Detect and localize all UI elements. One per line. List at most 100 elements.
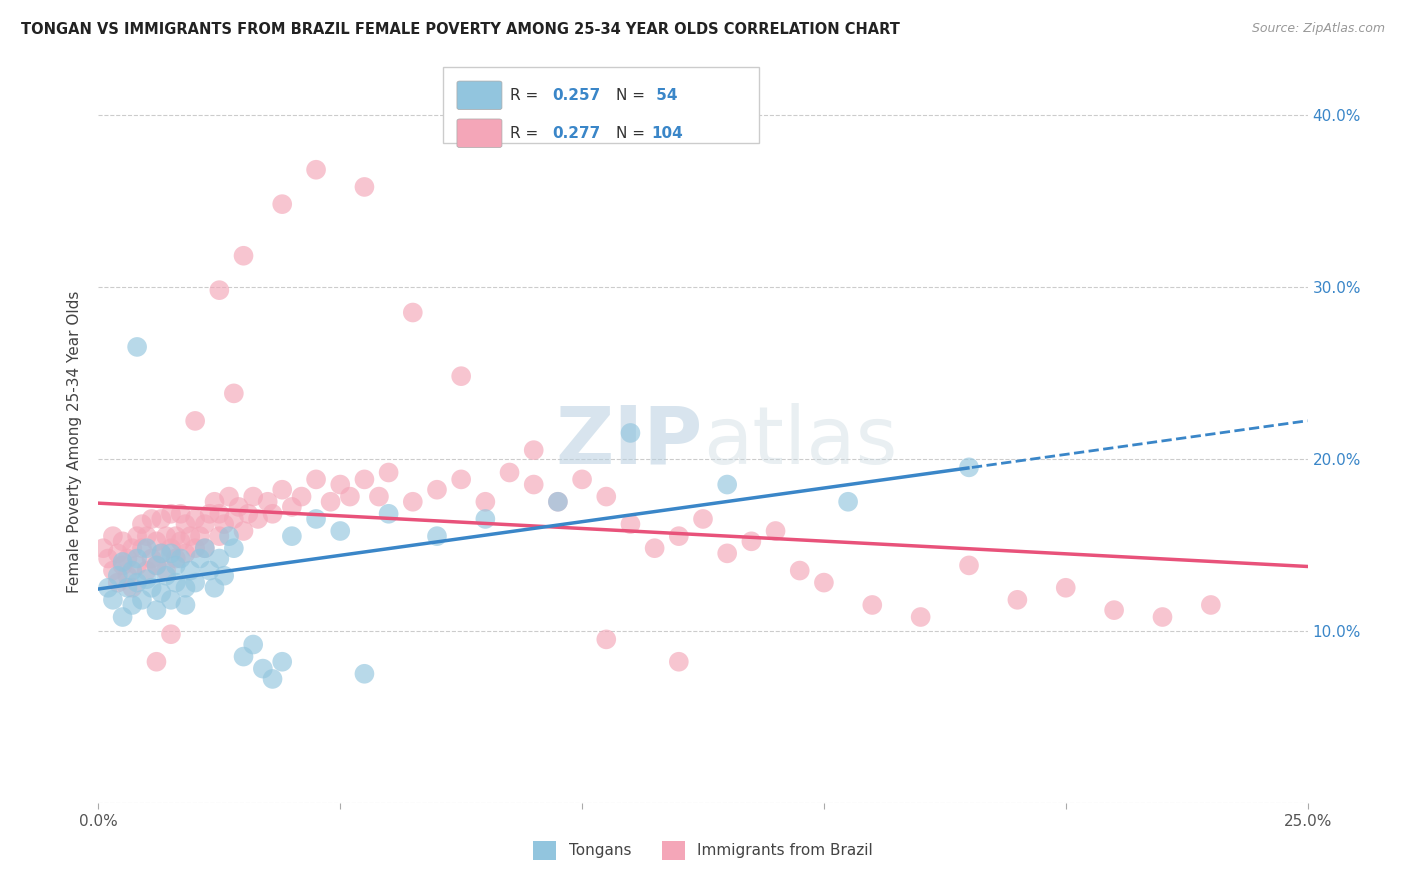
Point — [160, 592, 183, 607]
Point — [252, 662, 274, 676]
Point — [101, 529, 124, 543]
Point — [238, 507, 260, 521]
Point — [668, 655, 690, 669]
Point — [155, 564, 177, 578]
Point — [1054, 581, 1077, 595]
Point — [368, 490, 391, 504]
Point — [426, 483, 449, 497]
Point — [97, 581, 120, 595]
Point — [155, 568, 177, 582]
Point — [644, 541, 666, 556]
Point — [208, 529, 231, 543]
Point — [353, 180, 375, 194]
Point — [117, 581, 139, 595]
Point — [402, 305, 425, 319]
Point — [145, 655, 167, 669]
Point — [101, 564, 124, 578]
Point — [242, 638, 264, 652]
Point — [222, 386, 245, 401]
Point — [212, 517, 235, 532]
Point — [208, 283, 231, 297]
Point — [184, 512, 207, 526]
Point — [910, 610, 932, 624]
Point — [150, 586, 173, 600]
Legend: Tongans, Immigrants from Brazil: Tongans, Immigrants from Brazil — [526, 833, 880, 867]
Point — [135, 541, 157, 556]
Point — [619, 425, 641, 440]
Point — [571, 472, 593, 486]
Text: N =: N = — [616, 126, 650, 141]
Text: 54: 54 — [651, 87, 678, 103]
Point — [208, 507, 231, 521]
Point — [281, 500, 304, 514]
Point — [91, 541, 114, 556]
Point — [290, 490, 312, 504]
Point — [141, 581, 163, 595]
Point — [150, 512, 173, 526]
Point — [184, 541, 207, 556]
Point — [305, 472, 328, 486]
Point — [740, 534, 762, 549]
Point — [1152, 610, 1174, 624]
Point — [402, 494, 425, 508]
Point — [121, 564, 143, 578]
Point — [111, 534, 134, 549]
Point — [174, 546, 197, 560]
Point — [212, 568, 235, 582]
Text: N =: N = — [616, 87, 650, 103]
Point — [188, 529, 211, 543]
Point — [232, 649, 254, 664]
Point — [135, 564, 157, 578]
Point — [329, 477, 352, 491]
Point — [150, 546, 173, 560]
Point — [188, 551, 211, 566]
Point — [319, 494, 342, 508]
Point — [165, 558, 187, 573]
Point — [160, 507, 183, 521]
Point — [305, 162, 328, 177]
Point — [141, 551, 163, 566]
Point — [813, 575, 835, 590]
Point — [1199, 598, 1222, 612]
Point — [232, 524, 254, 538]
Point — [131, 517, 153, 532]
Text: ZIP: ZIP — [555, 402, 703, 481]
Point — [247, 512, 270, 526]
Point — [107, 546, 129, 560]
Point — [1102, 603, 1125, 617]
Point — [222, 541, 245, 556]
Point — [218, 490, 240, 504]
Text: atlas: atlas — [703, 402, 897, 481]
Point — [329, 524, 352, 538]
Point — [222, 512, 245, 526]
Point — [165, 551, 187, 566]
Point — [232, 249, 254, 263]
Text: 0.257: 0.257 — [553, 87, 600, 103]
Point — [353, 666, 375, 681]
Point — [155, 529, 177, 543]
Point — [145, 534, 167, 549]
Point — [117, 551, 139, 566]
Point — [474, 494, 496, 508]
Point — [141, 512, 163, 526]
Point — [131, 592, 153, 607]
Point — [271, 655, 294, 669]
Point — [145, 558, 167, 573]
Point — [121, 581, 143, 595]
Point — [179, 564, 201, 578]
Text: 0.277: 0.277 — [553, 126, 600, 141]
Text: TONGAN VS IMMIGRANTS FROM BRAZIL FEMALE POVERTY AMONG 25-34 YEAR OLDS CORRELATIO: TONGAN VS IMMIGRANTS FROM BRAZIL FEMALE … — [21, 22, 900, 37]
Point — [145, 603, 167, 617]
Point — [179, 529, 201, 543]
Point — [450, 369, 472, 384]
Point — [121, 541, 143, 556]
Point — [353, 472, 375, 486]
Point — [523, 477, 546, 491]
Point — [111, 555, 134, 569]
Point — [498, 466, 520, 480]
Point — [135, 529, 157, 543]
Point — [165, 529, 187, 543]
Point — [107, 575, 129, 590]
Point — [174, 517, 197, 532]
Point — [271, 197, 294, 211]
